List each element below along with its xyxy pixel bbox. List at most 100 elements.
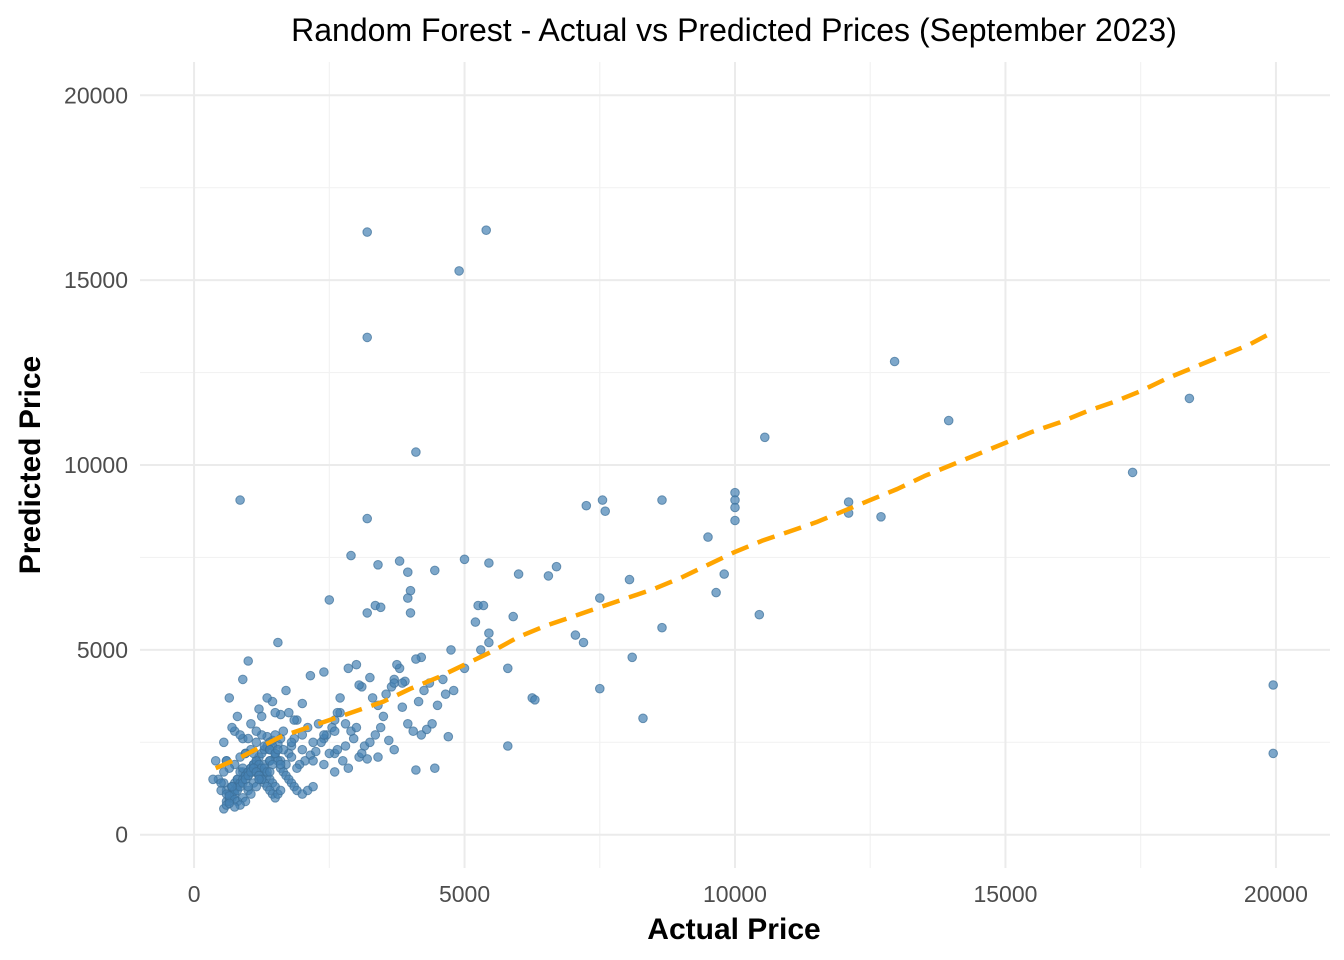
data-point [357,748,367,759]
data-point [365,737,375,748]
x-tick-label: 15000 [973,881,1037,907]
data-point [289,715,300,725]
data-point [403,593,413,603]
data-point [481,225,492,235]
y-tick-label: 20000 [64,82,128,108]
data-point [243,781,253,792]
data-point [286,752,297,762]
x-axis-title: Actual Price [647,913,820,946]
data-point [478,600,489,611]
data-point [411,654,421,664]
y-tick-label: 5000 [77,637,128,663]
data-point [543,571,554,581]
data-point [210,756,221,766]
data-point [362,513,373,524]
data-point [232,711,243,722]
data-point [703,532,713,542]
x-tick-label: 10000 [703,881,767,907]
data-point [370,730,381,740]
data-point [362,332,373,343]
data-point [265,767,275,777]
data-point [638,713,648,724]
data-point [581,500,592,511]
data-point [1127,467,1138,478]
data-point [332,707,343,718]
data-point [373,752,383,762]
data-point [454,266,464,276]
data-point [227,722,237,733]
data-point [624,574,635,585]
data-point [513,569,524,579]
data-point [600,506,611,517]
data-point [332,744,343,755]
data-point [411,765,421,775]
data-point [219,767,229,777]
data-point [448,685,459,696]
chart-title: Random Forest - Actual vs Predicted Pric… [291,12,1177,48]
data-point [392,659,402,670]
data-point [275,785,286,796]
data-point [378,711,389,722]
data-point [843,497,854,507]
data-point [343,663,354,674]
data-point [430,763,440,774]
data-point [397,702,408,713]
data-point [243,733,253,744]
data-point [351,659,362,670]
data-point [597,495,608,505]
data-point [270,707,281,718]
x-axis-ticks: 0 5000 10000 15000 20000 [188,881,1308,907]
data-point [216,778,226,788]
data-point [281,685,291,696]
data-point [484,558,494,568]
data-point [443,731,454,742]
data-point [219,737,229,748]
data-point [719,569,730,579]
y-axis-title: Predicted Price [14,356,47,574]
data-point [730,515,740,526]
y-axis-ticks: 0 5000 10000 15000 20000 [64,82,128,847]
data-point [224,798,235,809]
data-point [273,637,283,648]
data-point [329,767,340,777]
data-point [508,611,519,622]
data-point [403,567,413,578]
data-point [292,763,302,774]
data-point [760,432,770,443]
data-point [432,700,443,711]
x-tick-label: 20000 [1244,881,1308,907]
data-point [657,622,667,633]
data-point [459,554,470,565]
data-point [408,726,419,737]
data-point [238,674,248,685]
data-point [286,737,297,748]
data-point [246,719,256,729]
data-point [254,774,264,785]
data-point [340,741,351,751]
data-point [711,587,721,598]
y-tick-label: 15000 [64,267,128,293]
data-point [278,726,289,737]
data-point [208,774,218,785]
data-point [730,502,740,513]
data-point [578,637,589,648]
data-point [754,609,765,620]
data-point [484,637,494,648]
data-point [876,512,886,522]
data-point [251,737,262,748]
data-points [208,225,1278,814]
y-tick-label: 10000 [64,452,128,478]
data-point [311,746,321,757]
data-point [889,356,900,367]
data-point [503,741,513,751]
data-point [427,719,437,729]
data-point [375,602,386,613]
data-point [243,656,253,666]
data-point [351,722,362,733]
data-point [595,683,605,694]
data-point [411,447,421,457]
data-point [362,608,373,618]
data-point [308,756,318,766]
data-point [394,556,405,566]
